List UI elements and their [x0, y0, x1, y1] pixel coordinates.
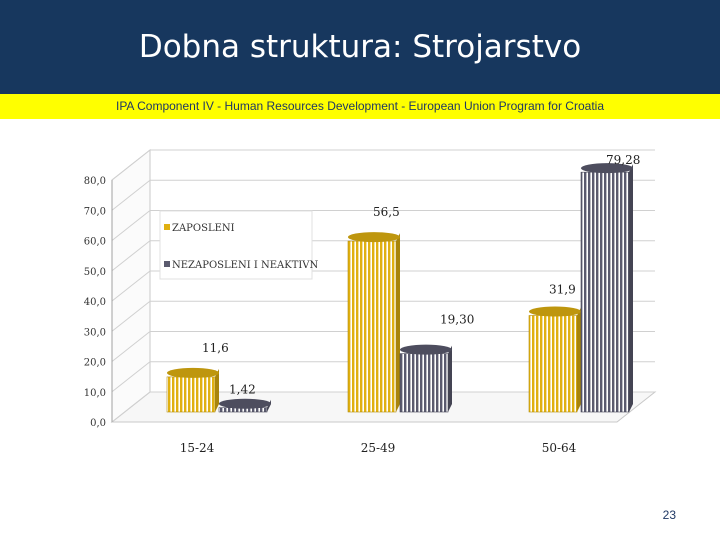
bar-top: [400, 344, 452, 355]
bar-side: [448, 345, 452, 412]
y-tick-label: 10,0: [84, 388, 106, 399]
data-label: 56,5: [373, 205, 400, 219]
x-tick-label: 15-24: [180, 441, 215, 455]
data-label: 19,30: [440, 313, 474, 327]
data-label: 11,6: [202, 341, 229, 355]
x-tick-label: 25-49: [361, 441, 396, 455]
y-tick-label: 70,0: [84, 206, 106, 217]
bar-side: [215, 368, 219, 412]
legend-swatch: [164, 224, 170, 230]
bar-top: [219, 398, 271, 409]
gridline: [111, 300, 655, 332]
y-tick-label: 0,0: [90, 418, 106, 429]
bar-top: [167, 367, 219, 378]
gridline: [111, 331, 655, 362]
legend-label: ZAPOSLENI: [172, 223, 235, 234]
y-tick-label: 40,0: [84, 297, 106, 308]
gridline: [111, 361, 655, 393]
bar-top: [348, 232, 400, 243]
data-label: 79,28: [606, 153, 640, 167]
y-tick-label: 60,0: [84, 237, 106, 248]
gridline: [111, 240, 655, 272]
slide-title: Dobna struktura: Strojarstvo: [138, 29, 582, 65]
subtitle-banner: [0, 94, 720, 119]
legend-label: NEZAPOSLENI I NEAKTIVN: [172, 260, 319, 271]
data-label: 1,42: [229, 383, 256, 397]
bar: [399, 353, 449, 413]
bar-top: [529, 306, 581, 317]
gridline: [111, 270, 655, 302]
gridline: [111, 179, 655, 211]
gridline: [111, 391, 655, 423]
slide-subtitle: IPA Component IV - Human Resources Devel…: [115, 99, 604, 113]
y-tick-label: 50,0: [84, 267, 106, 278]
page-number: 23: [662, 508, 676, 522]
title-bar: [0, 0, 720, 94]
bar-chart: 0,0 10,0 20,0 30,0 40,0 50,0 60,0 70,0 80,0 11,6 1…: [84, 148, 657, 455]
legend-swatch: [164, 261, 170, 267]
bar-side: [629, 164, 633, 412]
bar-top: [581, 163, 633, 174]
y-tick-label: 20,0: [84, 358, 106, 369]
data-label: 31,9: [549, 283, 576, 297]
gridline: [111, 149, 655, 181]
bar: [528, 315, 578, 413]
gridline: [111, 210, 655, 241]
legend-box: [159, 210, 313, 280]
y-tick-label: 80,0: [84, 176, 106, 187]
bar-side: [396, 233, 400, 412]
bar: [580, 171, 630, 413]
bar: [347, 240, 397, 413]
bar: [166, 376, 216, 413]
bar-side: [577, 307, 581, 412]
x-tick-label: 50-64: [542, 441, 577, 455]
y-tick-label: 30,0: [84, 327, 106, 338]
